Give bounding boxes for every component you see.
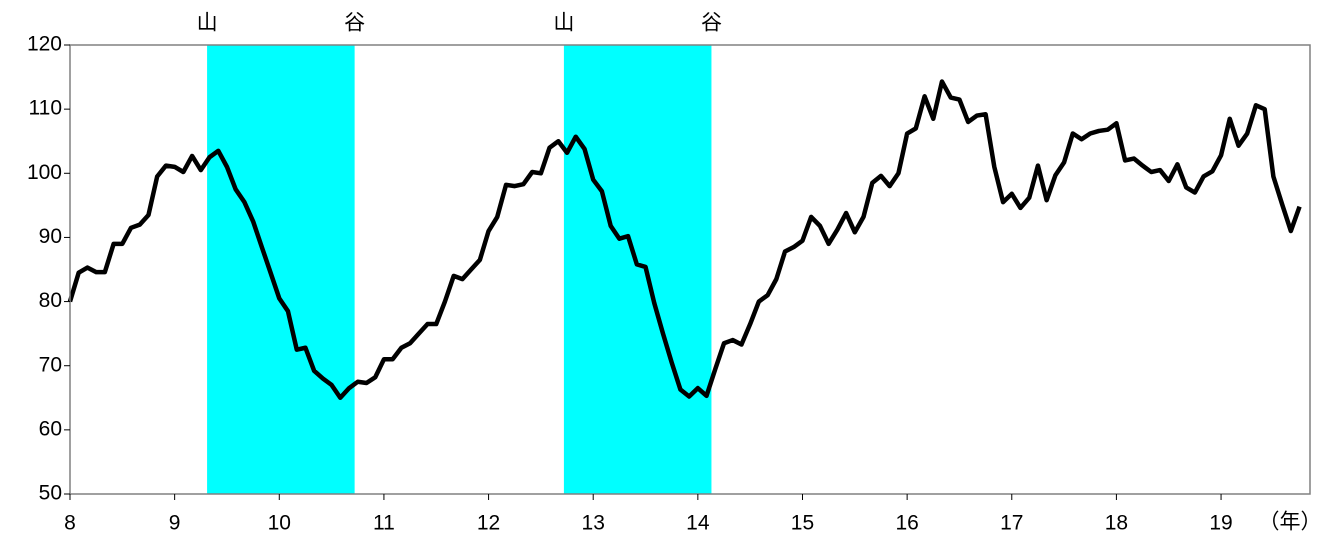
x-tick-label: 12 [477, 512, 500, 535]
period-start-label: 山 [553, 12, 574, 35]
y-tick-label: 80 [39, 289, 62, 312]
y-tick-label: 50 [39, 482, 62, 505]
x-tick-label: 10 [268, 512, 291, 535]
shaded-period [207, 45, 355, 494]
x-tick-label: 15 [791, 512, 814, 535]
period-end-label: 谷 [344, 12, 365, 35]
plot-frame [69, 44, 1311, 495]
x-tick-label: 9 [169, 512, 181, 535]
period-end-label: 谷 [701, 12, 722, 35]
period-start-label: 山 [197, 12, 218, 35]
x-tick-label: 13 [582, 512, 605, 535]
plot [67, 79, 1302, 401]
line [67, 79, 1302, 401]
y-tick-label: 70 [39, 353, 62, 376]
y-tick-label: 100 [27, 161, 62, 184]
y-tick-label: 110 [29, 97, 62, 120]
x-tick-label: 14 [686, 512, 710, 535]
x-tick-label: 19 [1209, 512, 1232, 535]
bands [207, 45, 712, 494]
x-tick-label: 18 [1105, 512, 1128, 535]
y-tick-label: 90 [39, 225, 62, 248]
x-tick-label: 8 [64, 512, 76, 535]
x-tick-label: 16 [895, 512, 918, 535]
y-tick-label: 120 [27, 33, 62, 56]
x-axis-label: （年） [1259, 511, 1322, 534]
y-tick-label: 60 [39, 417, 62, 440]
x-tick-label: 17 [1000, 512, 1023, 535]
shaded-period [563, 45, 712, 494]
x-tick-label: 11 [373, 512, 395, 535]
